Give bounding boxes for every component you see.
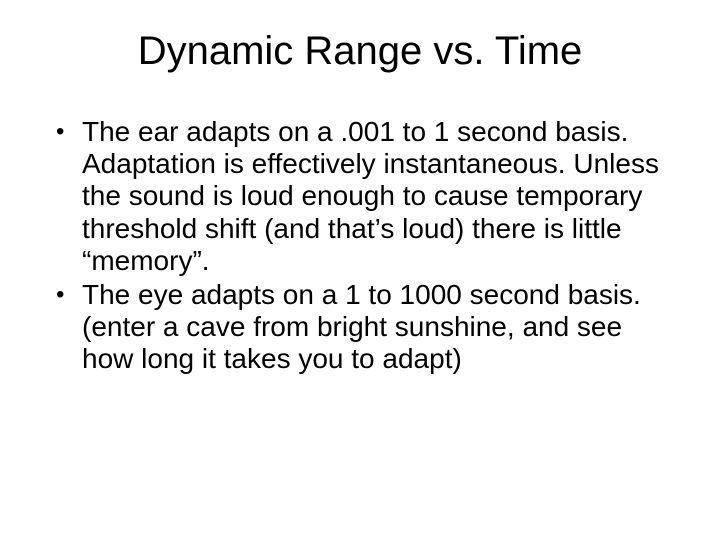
slide-title: Dynamic Range vs. Time bbox=[40, 28, 680, 74]
list-item: The ear adapts on a .001 to 1 second bas… bbox=[62, 116, 680, 277]
slide-body: The ear adapts on a .001 to 1 second bas… bbox=[40, 116, 680, 376]
list-item: The eye adapts on a 1 to 1000 second bas… bbox=[62, 279, 680, 376]
bullet-list: The ear adapts on a .001 to 1 second bas… bbox=[40, 116, 680, 376]
slide: Dynamic Range vs. Time The ear adapts on… bbox=[0, 0, 720, 540]
